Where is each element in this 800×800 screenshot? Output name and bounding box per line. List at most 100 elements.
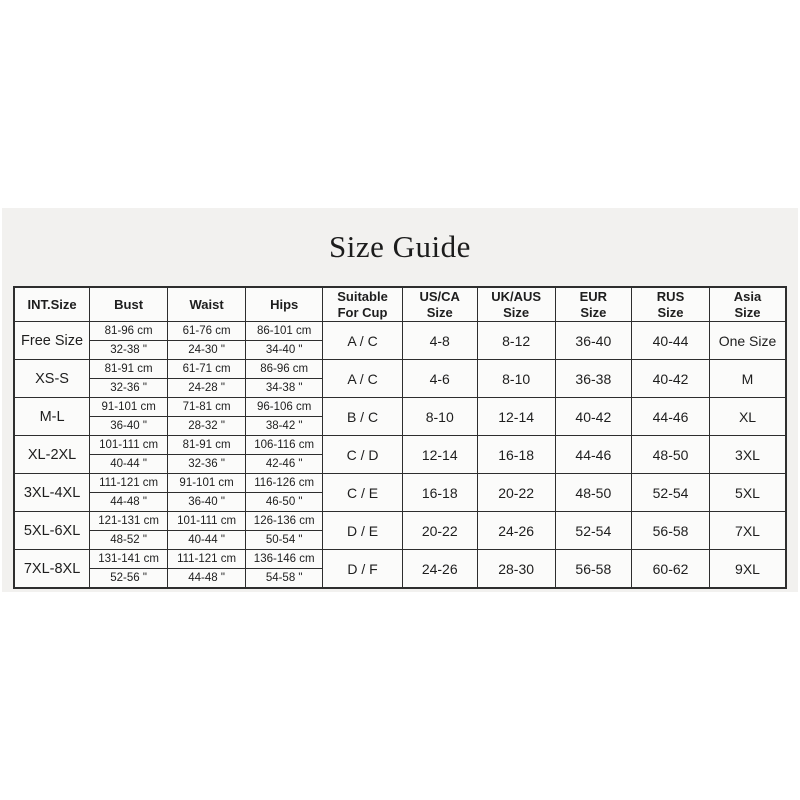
cell-waist-cm: 91-101 cm [167, 473, 247, 493]
cell-waist-in: 24-30 " [167, 340, 247, 360]
cell-int-size: 3XL-4XL [13, 473, 91, 512]
cell-us-ca: 4-6 [401, 359, 478, 398]
cell-bust-cm: 81-96 cm [89, 321, 169, 341]
cell-int-size: XS-S [13, 359, 91, 398]
col-header-waist: Waist [167, 286, 247, 322]
col-header-hips: Hips [245, 286, 324, 322]
cell-hips-in: 50-54 " [245, 530, 324, 550]
cell-asia: 9XL [709, 549, 787, 589]
cell-bust-cm: 111-121 cm [89, 473, 169, 493]
cell-cup: C / D [322, 435, 403, 474]
cell-asia: One Size [709, 321, 787, 360]
cell-waist-in: 24-28 " [167, 378, 247, 398]
col-header-us-ca-size: US/CA Size [401, 286, 478, 322]
cell-int-size: XL-2XL [13, 435, 91, 474]
cell-waist-in: 32-36 " [167, 454, 247, 474]
cell-uk-aus: 16-18 [476, 435, 556, 474]
cell-eur: 36-38 [554, 359, 633, 398]
col-header-asia-size: Asia Size [709, 286, 787, 322]
cell-cup: B / C [322, 397, 403, 436]
cell-us-ca: 8-10 [401, 397, 478, 436]
cell-bust-in: 36-40 " [89, 416, 169, 436]
cell-rus: 48-50 [631, 435, 711, 474]
cell-waist-cm: 81-91 cm [167, 435, 247, 455]
col-header-bust: Bust [89, 286, 169, 322]
cell-hips-in: 34-40 " [245, 340, 324, 360]
cell-waist-in: 28-32 " [167, 416, 247, 436]
cell-rus: 52-54 [631, 473, 711, 512]
cell-hips-cm: 86-101 cm [245, 321, 324, 341]
col-header-rus-size: RUS Size [631, 286, 711, 322]
cell-rus: 60-62 [631, 549, 711, 589]
table-row-xs-s: XS-S 81-91 cm 61-71 cm 86-96 cm A / C 4-… [13, 359, 787, 398]
cell-bust-in: 52-56 " [89, 568, 169, 589]
cell-uk-aus: 12-14 [476, 397, 556, 436]
cell-int-size: 7XL-8XL [13, 549, 91, 589]
cell-cup: A / C [322, 321, 403, 360]
cell-waist-in: 44-48 " [167, 568, 247, 589]
table-row-m-l: M-L 91-101 cm 71-81 cm 96-106 cm B / C 8… [13, 397, 787, 436]
cell-eur: 36-40 [554, 321, 633, 360]
cell-bust-in: 44-48 " [89, 492, 169, 512]
cell-cup: C / E [322, 473, 403, 512]
cell-rus: 44-46 [631, 397, 711, 436]
cell-rus: 56-58 [631, 511, 711, 550]
cell-us-ca: 16-18 [401, 473, 478, 512]
cell-uk-aus: 8-10 [476, 359, 556, 398]
cell-cup: A / C [322, 359, 403, 398]
cell-asia: 5XL [709, 473, 787, 512]
col-header-eur-size: EUR Size [554, 286, 633, 322]
table-row-xl-2xl: XL-2XL 101-111 cm 81-91 cm 106-116 cm C … [13, 435, 787, 474]
cell-rus: 40-42 [631, 359, 711, 398]
cell-waist-cm: 71-81 cm [167, 397, 247, 417]
cell-hips-in: 46-50 " [245, 492, 324, 512]
table-header-row: INT.Size Bust Waist Hips Suitable For Cu… [13, 286, 787, 322]
cell-hips-cm: 116-126 cm [245, 473, 324, 493]
cell-hips-in: 54-58 " [245, 568, 324, 589]
cell-us-ca: 4-8 [401, 321, 478, 360]
cell-bust-in: 40-44 " [89, 454, 169, 474]
cell-us-ca: 20-22 [401, 511, 478, 550]
cell-us-ca: 12-14 [401, 435, 478, 474]
cell-eur: 40-42 [554, 397, 633, 436]
cell-bust-cm: 121-131 cm [89, 511, 169, 531]
cell-eur: 52-54 [554, 511, 633, 550]
table-row-5xl-6xl: 5XL-6XL 121-131 cm 101-111 cm 126-136 cm… [13, 511, 787, 550]
cell-bust-in: 32-38 " [89, 340, 169, 360]
cell-hips-in: 42-46 " [245, 454, 324, 474]
table-row-3xl-4xl: 3XL-4XL 111-121 cm 91-101 cm 116-126 cm … [13, 473, 787, 512]
col-header-suitable-for-cup: Suitable For Cup [322, 286, 403, 322]
cell-asia: 7XL [709, 511, 787, 550]
cell-uk-aus: 28-30 [476, 549, 556, 589]
cell-int-size: Free Size [13, 321, 91, 360]
col-header-int-size: INT.Size [13, 286, 91, 322]
cell-waist-in: 36-40 " [167, 492, 247, 512]
cell-uk-aus: 8-12 [476, 321, 556, 360]
cell-int-size: 5XL-6XL [13, 511, 91, 550]
cell-us-ca: 24-26 [401, 549, 478, 589]
cell-waist-in: 40-44 " [167, 530, 247, 550]
cell-bust-cm: 101-111 cm [89, 435, 169, 455]
cell-rus: 40-44 [631, 321, 711, 360]
cell-waist-cm: 111-121 cm [167, 549, 247, 569]
cell-uk-aus: 20-22 [476, 473, 556, 512]
col-header-uk-aus-size: UK/AUS Size [476, 286, 556, 322]
cell-waist-cm: 61-71 cm [167, 359, 247, 379]
cell-hips-cm: 136-146 cm [245, 549, 324, 569]
cell-int-size: M-L [13, 397, 91, 436]
table-row-free-size: Free Size 81-96 cm 61-76 cm 86-101 cm A … [13, 321, 787, 360]
cell-cup: D / E [322, 511, 403, 550]
cell-hips-cm: 126-136 cm [245, 511, 324, 531]
cell-bust-cm: 131-141 cm [89, 549, 169, 569]
cell-bust-cm: 91-101 cm [89, 397, 169, 417]
cell-cup: D / F [322, 549, 403, 589]
page-title: Size Guide [329, 229, 471, 264]
table-row-7xl-8xl: 7XL-8XL 131-141 cm 111-121 cm 136-146 cm… [13, 549, 787, 589]
cell-hips-cm: 106-116 cm [245, 435, 324, 455]
cell-eur: 48-50 [554, 473, 633, 512]
cell-asia: 3XL [709, 435, 787, 474]
cell-bust-in: 32-36 " [89, 378, 169, 398]
cell-bust-in: 48-52 " [89, 530, 169, 550]
cell-hips-cm: 86-96 cm [245, 359, 324, 379]
cell-waist-cm: 101-111 cm [167, 511, 247, 531]
